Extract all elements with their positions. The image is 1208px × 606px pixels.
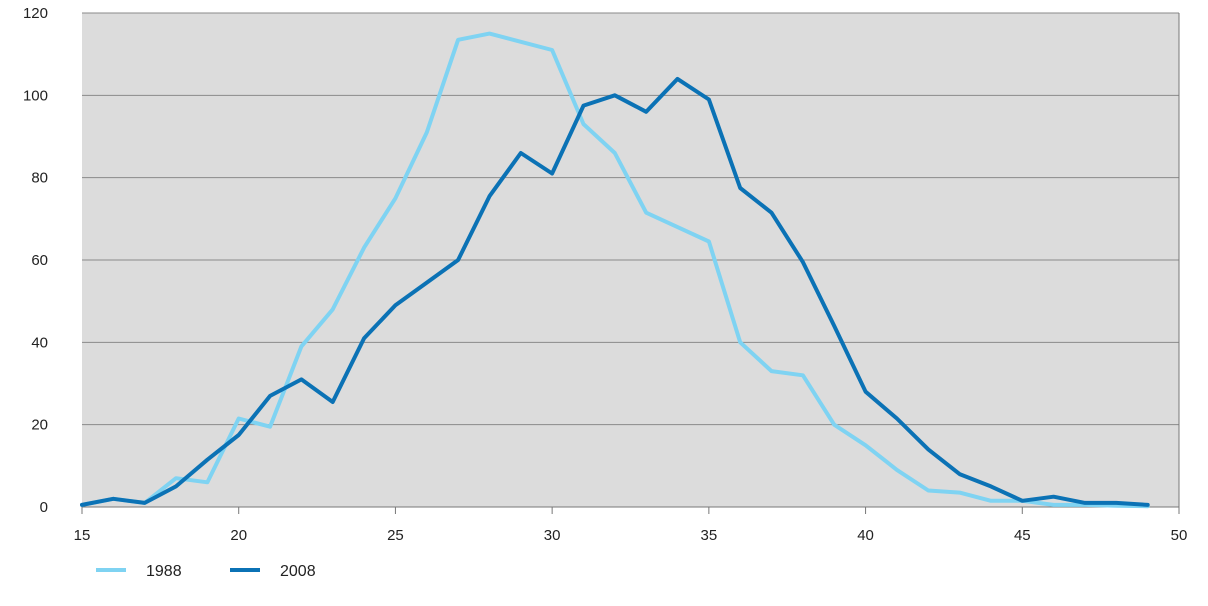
x-tick-label: 15 xyxy=(74,527,91,544)
y-tick-label: 120 xyxy=(23,5,48,22)
tick-labels: 0 20 40 60 80 100 120 15 20 25 30 35 40 45 50 xyxy=(23,5,1187,544)
series-line-2008 xyxy=(80,76,1150,507)
x-tick-label: 25 xyxy=(387,527,404,544)
series-line-1988 xyxy=(80,31,1150,509)
legend: 1988 2008 xyxy=(96,563,316,580)
y-tick-label: 100 xyxy=(23,87,48,104)
legend-label-2008: 2008 xyxy=(280,563,316,580)
x-tick-label: 20 xyxy=(230,527,247,544)
series-lines xyxy=(80,31,1150,509)
y-tick-label: 60 xyxy=(31,252,48,269)
legend-label-1988: 1988 xyxy=(146,563,182,580)
x-tick-label: 40 xyxy=(857,527,874,544)
x-tick-label: 30 xyxy=(544,527,561,544)
y-tick-label: 40 xyxy=(31,334,48,351)
x-tick-label: 50 xyxy=(1171,527,1188,544)
y-tick-label: 0 xyxy=(40,499,48,516)
y-tick-label: 20 xyxy=(31,417,48,434)
x-tick-label: 45 xyxy=(1014,527,1031,544)
x-tick-label: 35 xyxy=(701,527,718,544)
axes xyxy=(81,13,1180,514)
y-tick-label: 80 xyxy=(31,170,48,187)
